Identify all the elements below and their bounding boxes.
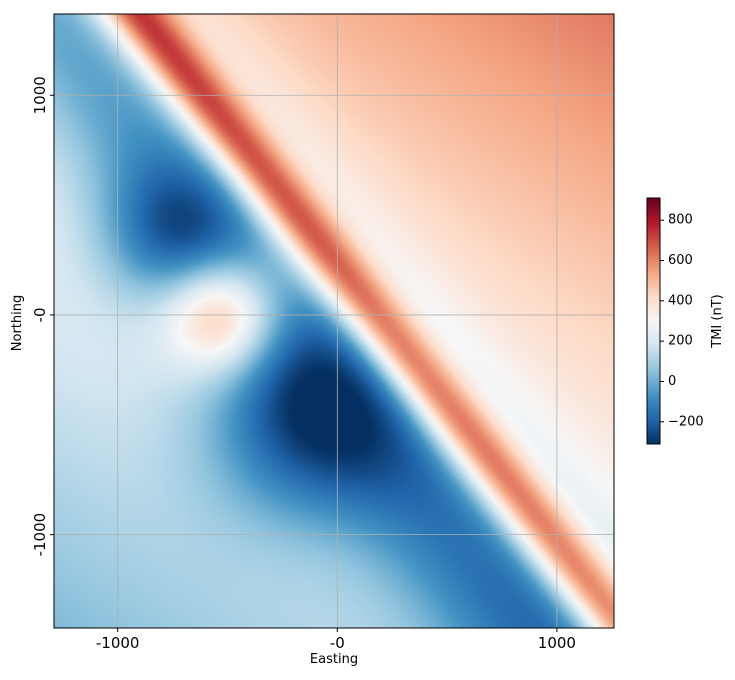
colorbar-label: TMI (nT)	[710, 294, 725, 348]
y-axis-label: Northing	[10, 295, 25, 351]
x-tick-label: -1000	[96, 634, 140, 652]
heatmap-image	[54, 14, 614, 628]
y-tick-label: -0	[31, 307, 49, 322]
colorbar-tick-label: 600	[668, 253, 693, 268]
colorbar-tick-label: 0	[668, 374, 676, 389]
y-ticks: -1000 -0 1000	[31, 76, 54, 556]
grid-lines	[54, 14, 614, 628]
plot-frame	[53, 13, 615, 629]
colorbar-tick-label: 800	[668, 213, 693, 228]
colorbar-image	[647, 198, 660, 444]
plot-area: -1000 -0 1000 -1000 -0 1000	[31, 13, 615, 652]
colorbar-tick-label: 400	[668, 293, 693, 308]
y-tick-label: -1000	[31, 513, 49, 557]
colorbar: −200 0 200 400 600 800 TMI (nT)	[646, 197, 725, 445]
colorbar-tick-label: −200	[668, 414, 704, 429]
colorbar-ticks: −200 0 200 400 600 800	[660, 213, 704, 429]
x-ticks: -1000 -0 1000	[96, 628, 576, 652]
x-axis-label: Easting	[310, 652, 358, 667]
colorbar-tick-label: 200	[668, 334, 693, 349]
y-tick-label: 1000	[31, 76, 49, 114]
x-tick-label: 1000	[538, 634, 576, 652]
colorbar-frame	[646, 197, 661, 445]
x-tick-label: -0	[330, 634, 345, 652]
